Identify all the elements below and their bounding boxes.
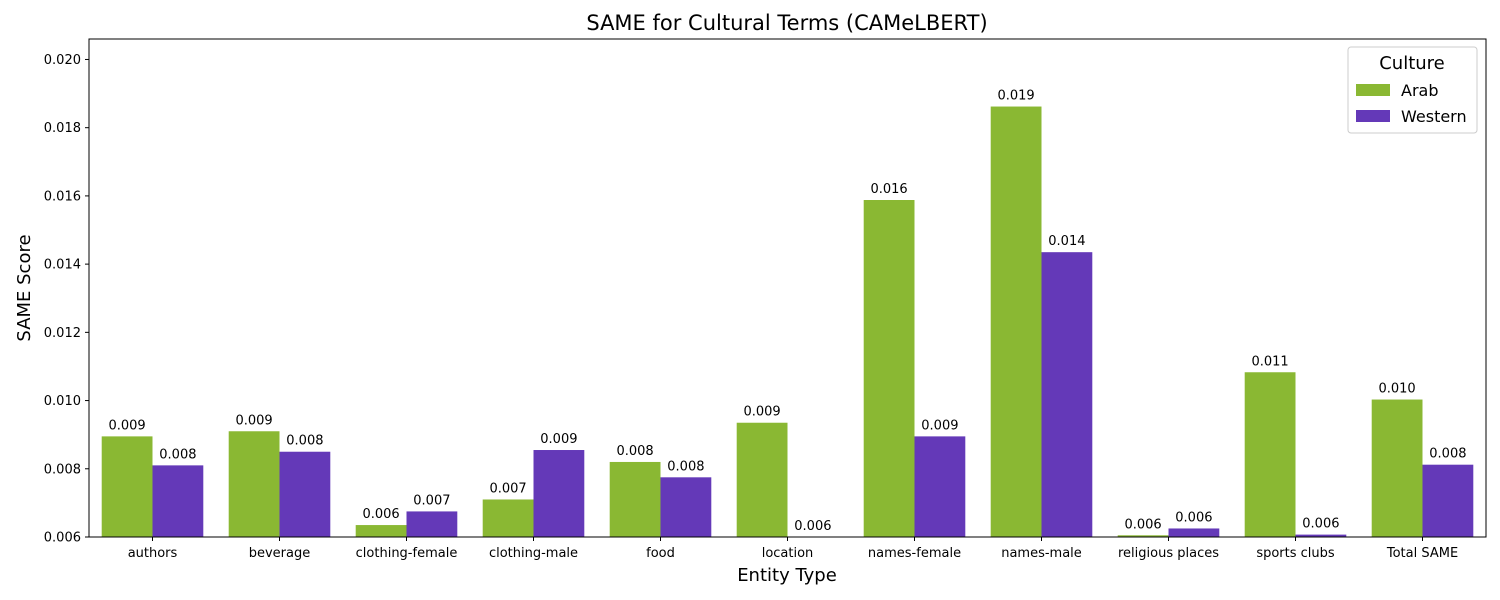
data-labels-layer: 0.009 0.009 0.006 0.007 0.008 0.009 0.016 0.019… — [108, 89, 1466, 534]
legend: Culture Arab Western — [1347, 46, 1478, 134]
bar-western-4 — [660, 477, 712, 537]
y-tick-label: 0.012 — [44, 326, 81, 341]
data-label-arab-10: 0.010 — [1378, 382, 1415, 397]
data-label-arab-1: 0.009 — [235, 413, 272, 428]
y-tick-label: 0.016 — [44, 189, 81, 204]
data-label-western-9: 0.006 — [1302, 517, 1339, 532]
x-tick-label: food — [646, 546, 675, 561]
bar-western-8 — [1168, 528, 1220, 537]
legend-swatch-western — [1356, 110, 1390, 122]
x-tick-label: names-female — [868, 546, 961, 561]
y-axis: 0.006 0.008 0.010 0.012 0.014 0.016 0.018 0.020 — [44, 53, 89, 546]
data-label-western-6: 0.009 — [921, 418, 958, 433]
y-tick-label: 0.014 — [44, 258, 81, 273]
y-tick-label: 0.008 — [44, 462, 81, 477]
bar-arab-0 — [101, 436, 153, 537]
data-label-arab-3: 0.007 — [489, 481, 526, 496]
bar-arab-9 — [1244, 372, 1296, 537]
bar-western-2 — [406, 511, 458, 537]
data-label-arab-4: 0.008 — [616, 444, 653, 459]
y-tick-label: 0.006 — [44, 531, 81, 546]
data-label-western-3: 0.009 — [540, 432, 577, 447]
x-tick-label: clothing-male — [489, 546, 578, 561]
data-label-western-4: 0.008 — [667, 459, 704, 474]
bar-western-7 — [1041, 252, 1093, 537]
bar-western-1 — [279, 451, 331, 537]
data-label-western-5: 0.006 — [794, 519, 831, 534]
legend-label-western: Western — [1401, 107, 1467, 126]
data-label-arab-0: 0.009 — [108, 418, 145, 433]
y-tick-label: 0.020 — [44, 53, 81, 68]
bar-western-0 — [152, 465, 204, 537]
legend-label-arab: Arab — [1401, 81, 1438, 100]
x-axis: authors beverage clothing-female clothing-m… — [128, 537, 1458, 561]
data-label-western-10: 0.008 — [1429, 447, 1466, 462]
bar-arab-2 — [355, 525, 407, 537]
y-tick-label: 0.010 — [44, 394, 81, 409]
x-axis-title: Entity Type — [737, 565, 837, 586]
data-label-arab-9: 0.011 — [1251, 354, 1288, 369]
bar-western-3 — [533, 450, 585, 537]
bar-western-9 — [1295, 534, 1347, 537]
legend-swatch-arab — [1356, 84, 1390, 96]
y-axis-title: SAME Score — [14, 234, 35, 341]
bar-arab-6 — [863, 200, 915, 537]
data-label-arab-2: 0.006 — [362, 507, 399, 522]
x-tick-label: authors — [128, 546, 178, 561]
bar-arab-8 — [1117, 535, 1169, 537]
bar-arab-10 — [1371, 399, 1423, 537]
x-tick-label: beverage — [249, 546, 311, 561]
data-label-arab-8: 0.006 — [1124, 517, 1161, 532]
data-label-western-0: 0.008 — [159, 447, 196, 462]
x-tick-label: sports clubs — [1256, 546, 1335, 561]
bar-arab-4 — [609, 461, 661, 537]
data-label-western-7: 0.014 — [1048, 234, 1085, 249]
x-tick-label: location — [762, 546, 814, 561]
data-label-western-1: 0.008 — [286, 434, 323, 449]
x-tick-label: religious places — [1118, 546, 1219, 561]
bar-arab-5 — [736, 422, 788, 537]
x-tick-label: clothing-female — [356, 546, 458, 561]
bar-western-10 — [1422, 464, 1474, 537]
x-tick-label: names-male — [1001, 546, 1082, 561]
legend-title: Culture — [1379, 53, 1445, 74]
data-label-western-8: 0.006 — [1175, 510, 1212, 525]
bar-arab-7 — [990, 106, 1042, 537]
bar-western-6 — [914, 436, 966, 537]
chart-title: SAME for Cultural Terms (CAMeLBERT) — [586, 11, 987, 35]
bar-arab-3 — [482, 499, 534, 537]
x-tick-label: Total SAME — [1386, 546, 1458, 561]
data-label-arab-5: 0.009 — [743, 405, 780, 420]
data-label-arab-7: 0.019 — [997, 89, 1034, 104]
bars-layer — [101, 106, 1474, 537]
data-label-western-2: 0.007 — [413, 493, 450, 508]
y-tick-label: 0.018 — [44, 121, 81, 136]
data-label-arab-6: 0.016 — [870, 182, 907, 197]
bar-arab-1 — [228, 431, 280, 537]
